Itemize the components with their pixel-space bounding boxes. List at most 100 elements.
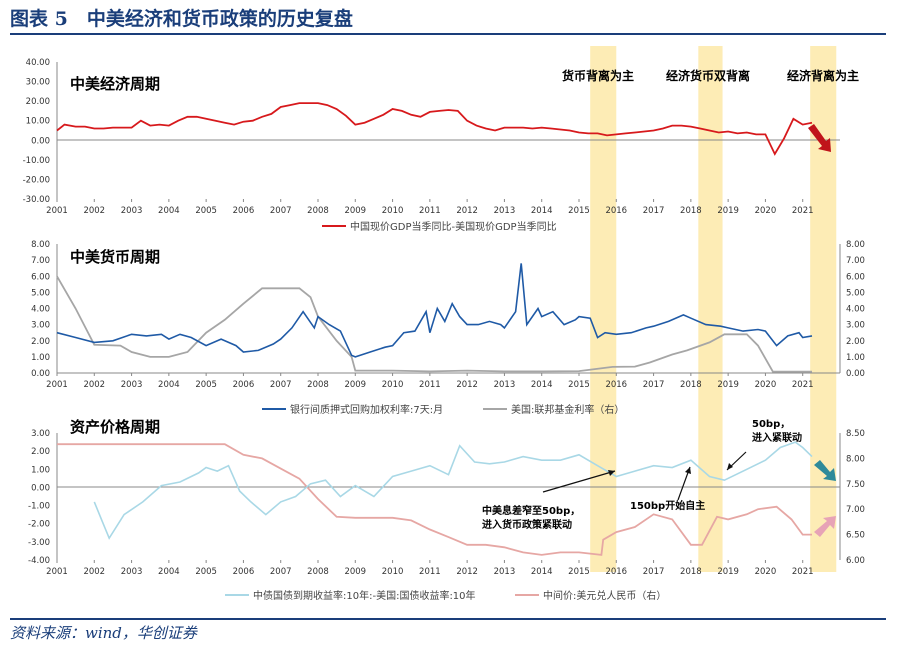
down-arrow-icon [808, 124, 831, 152]
p1-x-ticks: 2001 2002 2003 2004 2005 2006 2007 2008 2009 2010… [46, 199, 814, 216]
p2-y2-tick-label: 1.00 [846, 353, 865, 363]
highlight-band-2 [698, 46, 723, 572]
p1-x-tick-label: 2002 [83, 206, 105, 216]
p3-annotation-1: 50bp，进入紧联动 [752, 419, 802, 444]
p2-y-tick-label: 4.00 [31, 305, 50, 315]
p3-x-tick-label: 2009 [344, 567, 366, 577]
p1-x-tick-label: 2017 [643, 206, 665, 216]
p3-y-tick-label: -2.00 [28, 520, 50, 530]
p1-x-tick-label: 2010 [382, 206, 404, 216]
p2-x-tick-label: 2017 [643, 380, 665, 390]
p2-x-ticks: 2001 2002 2003 2004 2005 2006 2007 2008 2009 2010… [46, 373, 814, 390]
p3-x-tick-label: 2006 [233, 567, 255, 577]
p3-x-tick-label: 2020 [755, 567, 777, 577]
p2-x-tick-label: 2011 [419, 380, 441, 390]
p3-arrowhead-3 [685, 467, 691, 474]
p3-series-usdcny [57, 443, 812, 556]
p3-x-tick-label: 2010 [382, 567, 404, 577]
p2-x-tick-label: 2015 [568, 380, 590, 390]
p3-x-tick-label: 2021 [792, 567, 814, 577]
source-note: 资料来源：wind，华创证券 [10, 624, 197, 642]
p3-y-tick-label: 1.00 [31, 465, 50, 475]
p3-y2-tick-label: 7.50 [846, 480, 865, 490]
p2-x-tick-label: 2008 [307, 380, 329, 390]
p3-x-tick-label: 2005 [195, 567, 217, 577]
bottom-rule [10, 618, 886, 620]
p3-annotation-2: 中美息差窄至50bp，进入货币政策紧联动 [482, 504, 580, 531]
panel-monetary-cycle: 8.00 7.00 6.00 5.00 4.00 3.00 2.00 1.00 0.00 8.0… [31, 240, 865, 416]
p1-y-tick-label: 10.00 [26, 117, 50, 127]
p3-title: 资产价格周期 [70, 418, 160, 436]
p2-x-tick-label: 2009 [344, 380, 366, 390]
p1-x-tick-label: 2013 [494, 206, 516, 216]
top-rule [10, 33, 886, 35]
p1-x-tick-label: 2011 [419, 206, 441, 216]
p2-y-tick-label: 1.00 [31, 353, 50, 363]
p3-x-tick-label: 2011 [419, 567, 441, 577]
figure-title: 图表 5 中美经济和货币政策的历史复盘 [10, 8, 353, 30]
p3-x-tick-label: 2014 [531, 567, 553, 577]
p1-x-tick-label: 2021 [792, 206, 814, 216]
p3-annotation-3: 150bp开始自主 [630, 499, 705, 512]
p1-x-tick-label: 2007 [270, 206, 292, 216]
p1-x-tick-label: 2005 [195, 206, 217, 216]
p3-x-tick-label: 2015 [568, 567, 590, 577]
p1-series-gdp-diff [56, 102, 813, 156]
p2-y-tick-label: 0.00 [31, 369, 50, 379]
p3-x-tick-label: 2017 [643, 567, 665, 577]
p3-x-tick-label: 2019 [717, 567, 739, 577]
down-arrow-teal-icon [814, 460, 836, 481]
p2-y2-tick-label: 3.00 [846, 321, 865, 331]
p2-y-tick-label: 8.00 [31, 240, 50, 250]
p2-legend-label-1: 银行间质押式回购加权利率:7天:月 [290, 403, 443, 416]
p3-x-tick-label: 2016 [605, 567, 627, 577]
p3-x-tick-label: 2004 [158, 567, 180, 577]
p3-x-tick-label: 2008 [307, 567, 329, 577]
p3-x-tick-label: 2013 [494, 567, 516, 577]
p2-x-tick-label: 2021 [792, 380, 814, 390]
p2-x-tick-label: 2014 [531, 380, 553, 390]
p2-legend-label-2: 美国:联邦基金利率（右） [511, 403, 624, 416]
p2-x-tick-label: 2013 [494, 380, 516, 390]
p1-y-tick-label: -10.00 [23, 156, 50, 166]
p1-x-tick-label: 2001 [46, 206, 68, 216]
p1-x-tick-label: 2014 [531, 206, 553, 216]
p3-x-tick-label: 2007 [270, 567, 292, 577]
p2-series-fed-funds [56, 275, 812, 373]
p1-x-tick-label: 2018 [680, 206, 702, 216]
p3-arrowhead-2 [608, 470, 615, 476]
p2-y2-tick-label: 2.00 [846, 337, 865, 347]
p2-x-tick-label: 2004 [158, 380, 180, 390]
p3-y-tick-label: 3.00 [31, 429, 50, 439]
p1-x-tick-label: 2006 [233, 206, 255, 216]
p3-y-tick-label: -4.00 [28, 556, 50, 566]
p2-y2-tick-label: 5.00 [846, 288, 865, 298]
p2-x-tick-label: 2019 [717, 380, 739, 390]
p2-x-tick-label: 2002 [83, 380, 105, 390]
p2-y2-ticks: 8.00 7.00 6.00 5.00 4.00 3.00 2.00 1.00 0.00 [846, 240, 865, 379]
p1-annotation-2: 经济货币双背离 [666, 68, 750, 83]
p3-y2-tick-label: 8.00 [846, 454, 865, 464]
p3-legend-label-2: 中间价:美元兑人民币（右） [543, 589, 666, 602]
p1-title: 中美经济周期 [70, 75, 160, 93]
p2-y-tick-label: 5.00 [31, 288, 50, 298]
p2-x-tick-label: 2020 [755, 380, 777, 390]
p1-y-tick-label: -30.00 [23, 195, 50, 205]
p3-x-ticks: 2001 2002 2003 2004 2005 2006 2007 2008 2009 2010… [46, 560, 814, 577]
p1-y-tick-label: 30.00 [26, 78, 50, 88]
p1-x-tick-label: 2003 [121, 206, 143, 216]
up-arrow-pink-icon [814, 516, 836, 537]
p2-x-tick-label: 2005 [195, 380, 217, 390]
p3-x-tick-label: 2002 [83, 567, 105, 577]
p2-x-tick-label: 2016 [605, 380, 627, 390]
p2-x-tick-label: 2003 [121, 380, 143, 390]
p3-x-tick-label: 2001 [46, 567, 68, 577]
p1-x-tick-label: 2009 [344, 206, 366, 216]
p2-y-ticks: 8.00 7.00 6.00 5.00 4.00 3.00 2.00 1.00 0.00 [31, 240, 50, 379]
p3-x-tick-label: 2003 [121, 567, 143, 577]
p2-title: 中美货币周期 [70, 248, 160, 266]
panel-asset-price-cycle: 3.00 2.00 1.00 0.00 -1.00 -2.00 -3.00 -4.00 8.5… [28, 418, 865, 602]
p3-annotation-arrow-2 [542, 470, 616, 493]
p1-y-tick-label: 0.00 [31, 136, 50, 146]
